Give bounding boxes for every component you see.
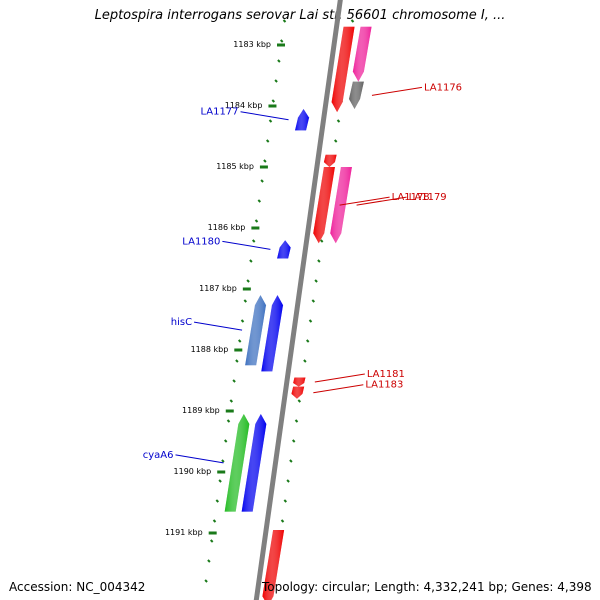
backbone-line: [253, 0, 343, 600]
tick-label: 1184 kbp: [225, 101, 263, 110]
rail-dot: [282, 19, 287, 23]
tick-label: 1187 kbp: [199, 284, 237, 293]
rail-dot: [229, 399, 234, 403]
gene-highlight: [323, 154, 337, 167]
rail-dot: [297, 399, 302, 403]
rail-dot: [263, 159, 267, 163]
tick-label: 1191 kbp: [165, 528, 203, 537]
label-leader: [222, 240, 271, 250]
rail-dot: [209, 539, 214, 543]
gene-highlight: [291, 386, 305, 399]
gene-highlight: [262, 529, 285, 600]
label-leader: [175, 454, 224, 464]
gene-highlight: [349, 81, 364, 110]
rail-dot: [204, 579, 208, 583]
rail-dot: [314, 279, 318, 283]
rail-dot: [286, 479, 290, 483]
topology-text: Topology: circular; Length: 4,332,241 bp…: [262, 580, 592, 594]
tick-label: 1183 kbp: [233, 40, 271, 49]
gene-highlight: [293, 377, 306, 387]
gene-highlight: [352, 26, 372, 82]
rail-dot: [283, 499, 288, 503]
rail-dot: [212, 519, 217, 523]
rail-dot: [207, 559, 211, 563]
rail-dot: [277, 59, 281, 63]
rail-dot: [289, 459, 293, 463]
rail-dot: [303, 359, 307, 363]
rail-dot: [336, 119, 341, 123]
rail-dot: [226, 419, 231, 423]
rail-dot: [249, 259, 253, 263]
rail-dot: [257, 199, 262, 203]
gene-highlight: [313, 167, 335, 244]
gene-highlight: [331, 26, 355, 113]
rail-dot: [260, 179, 264, 183]
rail-dot: [265, 139, 270, 143]
gene-label: hisC: [171, 317, 192, 328]
rail-dot: [274, 79, 278, 83]
gene-highlight: [241, 414, 267, 512]
gene-highlight: [295, 109, 310, 131]
rail-dot: [291, 439, 296, 443]
rail-dot: [221, 459, 225, 463]
rail-dot: [215, 499, 220, 503]
rail-dot: [305, 339, 310, 343]
gene-label: LA1176: [424, 82, 462, 93]
tick-label: 1188 kbp: [191, 345, 229, 354]
tick-label: 1189 kbp: [182, 406, 220, 415]
gene-highlight: [261, 295, 283, 372]
rail-dot: [254, 219, 259, 223]
rail-dot: [237, 339, 242, 343]
gene-label: LA1180: [182, 236, 220, 247]
rail-dot: [279, 39, 284, 43]
rail-dot: [246, 279, 250, 283]
tick-label: 1185 kbp: [216, 162, 254, 171]
gene-highlight: [224, 414, 250, 512]
rail-dot: [317, 259, 321, 263]
rail-dot: [223, 439, 228, 443]
rail-dot: [235, 359, 239, 363]
label-leader: [240, 111, 289, 121]
gene-label: cyaA6: [143, 450, 174, 461]
gene-highlight: [277, 240, 291, 259]
rail-dot: [243, 299, 248, 303]
gene-label: LA1178: [392, 192, 430, 203]
label-leader: [313, 384, 364, 394]
gene-label: LA1183: [365, 380, 403, 391]
rail-dot: [268, 119, 273, 123]
gene-label: LA1181: [367, 369, 405, 380]
rail-dot: [232, 379, 236, 383]
rail-dot: [308, 319, 313, 323]
rail-dot: [333, 139, 338, 143]
gene-label: LA1177: [200, 107, 238, 118]
tick-label: 1186 kbp: [208, 223, 246, 232]
label-leader: [371, 86, 423, 96]
label-leader: [193, 321, 243, 331]
accession-text: Accession: NC_004342: [9, 580, 146, 594]
rail-dot: [271, 99, 276, 103]
rail-dot: [280, 519, 285, 523]
rail-dot: [350, 19, 355, 23]
label-leader: [356, 196, 407, 206]
rail-dot: [294, 419, 299, 423]
gene-highlight: [245, 295, 266, 366]
rail-dot: [311, 299, 316, 303]
label-leader: [314, 373, 365, 383]
gene-label: LA1179: [409, 192, 447, 203]
map-title: Leptospira interrogans serovar Lai str. …: [94, 8, 506, 23]
label-leader: [339, 196, 390, 206]
tick-label: 1190 kbp: [174, 467, 212, 476]
rail-dot: [240, 319, 245, 323]
rail-dot: [218, 479, 222, 483]
rail-dot: [251, 239, 256, 243]
rail-dot: [319, 239, 324, 243]
